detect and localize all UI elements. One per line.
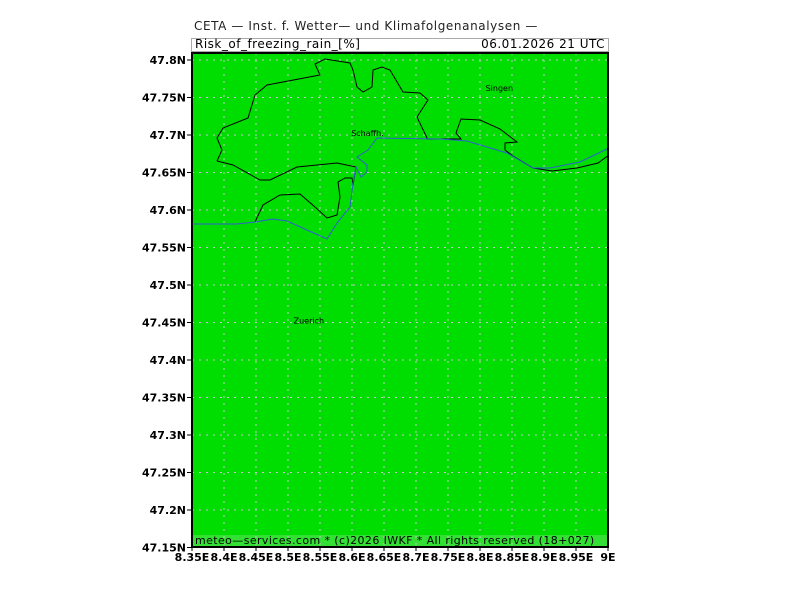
x-tick-label: 8.6E (338, 551, 365, 564)
city-label: Schaffh. (351, 129, 384, 138)
y-tick-label: 47.15N (142, 542, 186, 555)
x-tick-label: 8.45E (239, 551, 274, 564)
city-label: Singen (486, 84, 513, 93)
y-tick-label: 47.6N (150, 204, 186, 217)
y-tick-label: 47.4N (150, 354, 186, 367)
border-line (216, 58, 610, 172)
river-rhine (192, 137, 610, 240)
x-tick-label: 8.7E (402, 551, 429, 564)
x-tick-label: 8.65E (367, 551, 402, 564)
grid (192, 53, 608, 547)
y-tick-label: 47.25N (142, 467, 186, 480)
y-tick-label: 47.2N (150, 504, 186, 517)
y-tick-label: 47.3N (150, 429, 186, 442)
y-tick-label: 47.8N (150, 54, 186, 67)
x-tick-label: 8.85E (495, 551, 530, 564)
y-tick-label: 47.65N (142, 167, 186, 180)
x-tick-label: 8.75E (431, 551, 466, 564)
x-tick-label: 8.4E (210, 551, 237, 564)
x-tick-label: 8.35E (175, 551, 210, 564)
x-tick-label: 9E (600, 551, 615, 564)
y-tick-label: 47.45N (142, 317, 186, 330)
y-tick-label: 47.55N (142, 242, 186, 255)
variable-label: Risk_of_freezing_rain_[%] (195, 37, 361, 51)
border-line (216, 160, 357, 223)
x-tick-label: 8.55E (303, 551, 338, 564)
chart-title: CETA — Inst. f. Wetter— und Klimafolgena… (194, 19, 538, 33)
y-tick-label: 47.35N (142, 392, 186, 405)
x-tick-label: 8.95E (559, 551, 594, 564)
y-tick-label: 47.75N (142, 92, 186, 105)
x-tick-label: 8.8E (466, 551, 493, 564)
footer-strip (193, 535, 607, 546)
header-bar: Risk_of_freezing_rain_[%] 06.01.2026 21 … (191, 37, 609, 52)
city-label: Zuerich (294, 317, 324, 326)
y-tick-label: 47.7N (150, 129, 186, 142)
map-frame (191, 52, 609, 548)
datetime-label: 06.01.2026 21 UTC (481, 37, 605, 51)
x-tick-label: 8.9E (530, 551, 557, 564)
map-background (192, 53, 608, 547)
y-tick-label: 47.5N (150, 279, 186, 292)
x-tick-label: 8.5E (274, 551, 301, 564)
copyright-footer: meteo—services.com * (c)2026 IWKF * All … (195, 534, 595, 547)
